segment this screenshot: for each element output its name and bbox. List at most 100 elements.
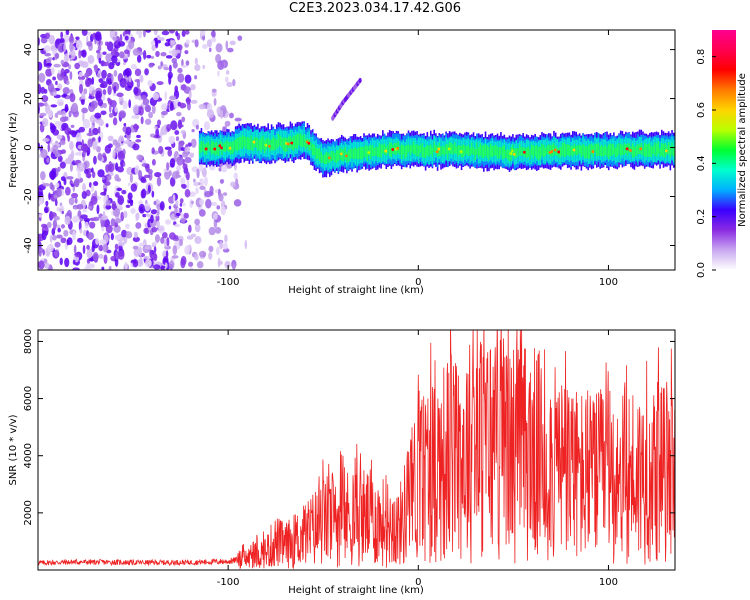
noise-cell [104,181,111,186]
snr-y-ticks: 2000 4000 6000 8000 [23,329,675,526]
noise-cell [123,122,127,127]
noise-cell [53,63,61,68]
noise-cell [138,246,143,257]
noise-cell [150,40,156,47]
noise-cell [127,141,135,148]
colorbar-tick-label: 0.2 [696,209,707,225]
noise-cell [38,72,46,83]
noise-cell [104,41,109,46]
noise-cell [189,152,195,158]
noise-cell [179,238,184,247]
noise-cell [200,30,206,37]
noise-cell [122,69,130,78]
ridge-peak [435,150,440,154]
noise-cell [56,134,63,140]
noise-cell [176,111,182,117]
noise-cell [150,55,155,60]
noise-cell [129,199,134,207]
noise-cell [38,83,41,92]
noise-cell [112,149,116,159]
noise-cell [40,86,46,94]
noise-cell [43,58,47,68]
noise-cell [52,234,57,241]
noise-cell [210,201,218,207]
ridge-cell [577,144,579,155]
noise-cell [72,259,76,265]
noise-cell [190,138,197,148]
noise-cell [105,204,112,210]
noise-cell [107,85,112,96]
ridge-cell [525,147,528,159]
noise-cell [217,70,220,77]
ridge-cell [234,139,237,150]
ridge-cell [352,148,355,160]
noise-cell [116,147,123,151]
noise-cell [80,143,89,152]
y-tick-label: 6000 [23,386,34,411]
ridge-peak [367,151,371,154]
noise-cell [145,105,152,113]
noise-cell [155,37,159,47]
noise-cell [92,251,99,262]
noise-cell [194,39,199,48]
noise-cell [116,177,122,182]
noise-cell [79,83,83,94]
noise-cell [95,237,100,245]
ridge-cell [299,133,302,147]
noise-cell [225,40,229,51]
noise-cell [138,169,143,179]
noise-cell [70,124,75,128]
noise-cell [41,95,49,103]
noise-cell [174,85,179,93]
ridge-cell [198,143,201,155]
noise-cell [38,260,45,270]
ridge-cell [652,145,655,154]
ridge-peak [339,152,344,156]
noise-cell [59,140,66,146]
noise-cell [191,128,195,133]
noise-cell [150,214,154,224]
ridge-cell [457,145,459,157]
ridge-cell [349,148,352,159]
ridge-cell [553,143,555,156]
noise-cell [189,267,194,270]
y-tick-label: 4000 [23,443,34,468]
noise-cell [73,180,80,187]
ridge-cell [474,148,477,161]
ridge-cell [426,144,429,156]
noise-cell [42,117,49,127]
noise-cell [132,236,140,243]
ridge-cell [399,146,401,155]
ridge-cell [633,146,636,158]
spectrogram-x-ticks: -100 0 100 [217,30,618,288]
noise-cell [211,88,217,93]
ridge-cell [462,144,465,158]
noise-cell [40,170,46,181]
noise-cell [47,143,50,153]
noise-cell [78,71,83,78]
noise-cell [49,170,57,180]
noise-cell [220,164,228,173]
ridge-cell [282,137,285,151]
noise-cell [196,261,204,269]
noise-cell [144,245,151,250]
noise-cell [87,232,95,240]
noise-cell [87,31,92,36]
noise-cell [194,64,201,72]
ridge-cell [200,141,203,153]
noise-cell [113,69,118,77]
noise-cell [224,260,231,269]
ridge-cell [228,142,230,152]
noise-cell [101,266,105,270]
noise-cell [43,230,49,236]
noise-cell [93,181,99,187]
noise-cell [151,226,158,233]
noise-cell [184,146,191,153]
noise-cell [94,112,102,119]
noise-cell [92,216,100,222]
noise-cell [38,61,43,71]
noise-cell [175,170,180,177]
ridge-cell [364,145,367,158]
ridge-cell [589,144,591,159]
noise-cell [209,191,214,196]
